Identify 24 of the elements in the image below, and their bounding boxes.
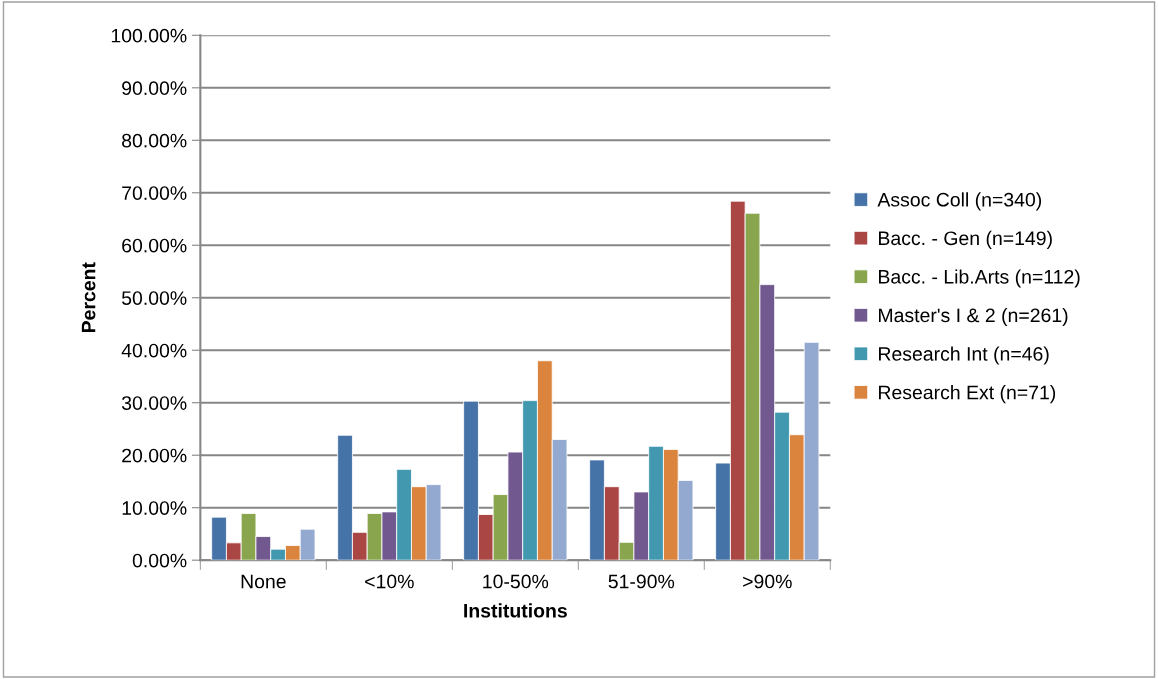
y-tick-label: 40.00%: [121, 343, 187, 358]
legend-label: Bacc. - Lib.Arts (n=112): [879, 269, 1080, 288]
x-tick-label: 51-90%: [608, 574, 675, 589]
y-tick-label: 80.00%: [122, 133, 187, 148]
y-tick-label: 0.00%: [132, 553, 187, 568]
y-tick-label: 30.00%: [121, 396, 187, 410]
legend-label: Research Ext (n=71): [879, 385, 1056, 404]
y-axis-title: Percent: [81, 262, 96, 333]
x-tick-label: 10-50%: [483, 574, 549, 589]
y-tick-label: 10.00%: [122, 501, 187, 515]
legend-label: Master's I & 2 (n=261): [879, 307, 1068, 327]
y-tick-label: 70.00%: [122, 186, 187, 201]
x-tick-label: None: [241, 574, 286, 589]
x-axis-title: Institutions: [464, 603, 567, 618]
x-tick-label: <10%: [365, 574, 414, 589]
x-tick-label: >90%: [743, 574, 792, 589]
legend-label: Assoc Coll (n=340): [877, 192, 1042, 211]
y-tick-label: 100.00%: [111, 28, 187, 43]
legend-label: Research Int (n=46): [879, 346, 1049, 365]
y-tick-label: 60.00%: [122, 238, 187, 253]
y-tick-label: 20.00%: [122, 448, 187, 463]
y-tick-label: 50.00%: [121, 291, 187, 305]
legend-label: Bacc. - Gen (n=149): [879, 230, 1052, 249]
y-tick-label: 90.00%: [122, 81, 187, 96]
